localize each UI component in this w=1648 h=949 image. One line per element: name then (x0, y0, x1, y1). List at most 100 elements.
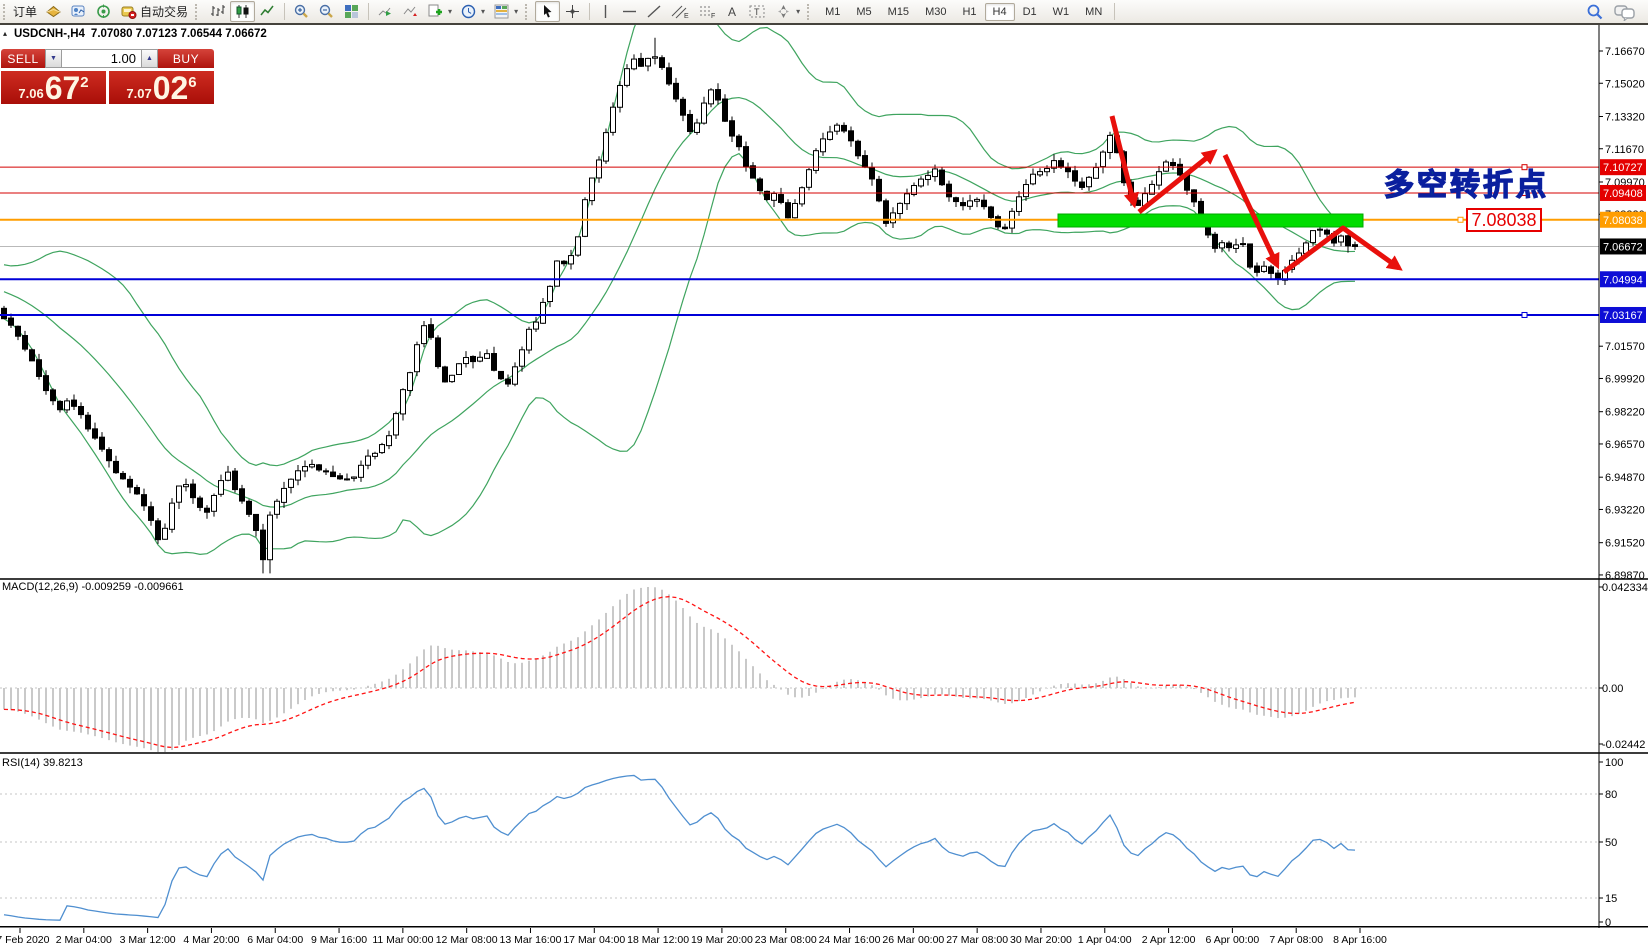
chart-title: USDCNH-,H4 7.07080 7.07123 7.06544 7.0667… (14, 28, 273, 40)
main-chart-panel (0, 24, 1599, 574)
sell-price-sup: 2 (80, 74, 89, 91)
crosshair-tool-button[interactable] (560, 1, 585, 22)
arrows-icon (778, 5, 790, 18)
fibonacci-icon: F (700, 6, 715, 20)
candlestick-chart-type-button[interactable] (230, 1, 256, 22)
svg-text:6.89870: 6.89870 (1605, 570, 1645, 582)
date-axis[interactable]: 27 Feb 2020 2 Mar 04:00 3 Mar 12:00 4 Mar 2… (0, 928, 1387, 946)
toolbar-grip[interactable] (3, 3, 9, 20)
market-watch-button[interactable] (66, 1, 91, 22)
volume-decrease-button[interactable]: ▼ (45, 49, 62, 68)
buy-price-button[interactable]: 7.07 02 6 (109, 71, 214, 104)
channel-tool-button[interactable]: E (667, 1, 694, 22)
chart-shift-icon (403, 6, 418, 16)
price-badge-7.06672: 7.06672 (1600, 238, 1646, 255)
timeframe-h1[interactable]: H1 (962, 5, 977, 18)
period-button[interactable]: ▾ (456, 1, 489, 22)
sell-button[interactable]: SELL (1, 49, 45, 68)
hline-tool-button[interactable] (617, 1, 642, 22)
timeframe-h4[interactable]: H4 (984, 2, 1015, 21)
text-tool-button[interactable]: A (721, 1, 744, 22)
bollinger-upper-band (3, 24, 1356, 467)
text-label-icon: T (749, 5, 765, 18)
toolbar-grip[interactable] (195, 3, 201, 20)
svg-text:3 Mar 12:00: 3 Mar 12:00 (120, 934, 176, 946)
svg-text:26 Mar 00:00: 26 Mar 00:00 (882, 934, 944, 946)
timeframe-m1[interactable]: M1 (825, 5, 841, 18)
auto-scroll-icon (378, 7, 392, 16)
svg-text:27 Mar 08:00: 27 Mar 08:00 (946, 934, 1008, 946)
strategy-tester-button[interactable] (91, 1, 116, 22)
gold-tool-button[interactable] (41, 1, 66, 22)
svg-text:4 Mar 20:00: 4 Mar 20:00 (183, 934, 239, 946)
auto-scroll-button[interactable] (373, 1, 398, 22)
line-handle (1521, 164, 1528, 171)
line-chart-icon (260, 5, 274, 16)
tile-windows-button[interactable] (339, 1, 364, 22)
price-flag-label[interactable]: 7.08038 (1466, 208, 1542, 232)
new-chart-button[interactable]: ▾ (423, 1, 456, 22)
chevron-down-icon: ▾ (796, 7, 801, 16)
buy-price-sup: 6 (188, 74, 197, 91)
svg-text:F: F (711, 13, 715, 20)
line-handle (1521, 189, 1528, 196)
svg-text:13 Mar 16:00: 13 Mar 16:00 (500, 934, 562, 946)
chat-icon[interactable] (1614, 3, 1636, 21)
bar-chart-icon (211, 5, 226, 16)
zoom-out-button[interactable] (314, 1, 339, 22)
trend-arrow-2[interactable] (1137, 149, 1218, 214)
svg-text:24 Mar 16:00: 24 Mar 16:00 (819, 934, 881, 946)
price-badge-7.03167: 7.03167 (1600, 306, 1646, 323)
svg-text:18 Mar 12:00: 18 Mar 12:00 (627, 934, 689, 946)
new-order-button[interactable]: 订单 (9, 1, 41, 22)
sell-price-prefix: 7.06 (18, 86, 44, 101)
timeframe-m15[interactable]: M15 (887, 5, 910, 18)
label-tool-button[interactable]: T (744, 1, 771, 22)
toolbar-grip[interactable] (525, 3, 531, 20)
timeframe-m30[interactable]: M30 (925, 5, 947, 18)
trend-arrow-1[interactable] (1109, 115, 1139, 209)
sell-price-button[interactable]: 7.06 67 2 (1, 71, 106, 104)
autotrade-button[interactable]: 自动交易 (116, 1, 192, 22)
trend-arrow-4[interactable] (1282, 225, 1403, 275)
autotrade-label: 自动交易 (140, 5, 189, 19)
buy-price-big: 02 (152, 70, 189, 106)
vline-tool-button[interactable] (594, 1, 617, 22)
main-toolbar: 订单 自动交易 ▾ ▾ (0, 0, 1648, 25)
toolbar-grip[interactable] (807, 3, 813, 20)
line-chart-type-button[interactable] (255, 1, 280, 22)
trendline-icon (647, 5, 661, 18)
one-click-trading-panel: SELL ▼ 1.00 ▲ BUY 7.06 67 2 7.07 02 6 (1, 49, 214, 104)
trend-arrow-3[interactable] (1222, 153, 1280, 270)
timeframe-d1[interactable]: D1 (1022, 5, 1037, 18)
svg-text:7.04994: 7.04994 (1603, 274, 1643, 286)
turning-point-annotation[interactable]: 多空转折点 (1383, 168, 1549, 202)
zoom-in-icon (294, 4, 308, 18)
bar-chart-type-button[interactable] (205, 1, 230, 22)
chart-shift-button[interactable] (398, 1, 423, 22)
svg-text:7.06672: 7.06672 (1603, 241, 1643, 253)
svg-text:E: E (684, 13, 689, 20)
fibonacci-tool-button[interactable]: F (694, 1, 721, 22)
svg-text:6.96570: 6.96570 (1605, 439, 1645, 451)
buy-button[interactable]: BUY (158, 49, 214, 68)
trendline-tool-button[interactable] (642, 1, 667, 22)
templates-button[interactable]: ▾ (489, 1, 522, 22)
timeframe-w1[interactable]: W1 (1052, 5, 1070, 18)
zoom-in-button[interactable] (289, 1, 314, 22)
timeframe-m5[interactable]: M5 (856, 5, 872, 18)
volume-increase-button[interactable]: ▲ (141, 49, 158, 68)
analyst-annotations (1057, 115, 1528, 318)
cursor-tool-button[interactable] (535, 1, 561, 22)
price-axis[interactable]: 7.166707.150207.133207.116707.099707.083… (1599, 46, 1648, 929)
support-zone-rectangle[interactable] (1057, 213, 1364, 228)
timeframe-mn[interactable]: MN (1085, 5, 1103, 18)
arrows-tool-button[interactable]: ▾ (771, 1, 804, 22)
bollinger-middle-band (3, 96, 1356, 508)
rsi-line (3, 774, 1356, 921)
search-icon[interactable] (1586, 3, 1604, 21)
volume-input[interactable]: 1.00 (62, 49, 141, 68)
svg-text:A: A (728, 5, 736, 19)
zoom-out-icon (319, 4, 333, 18)
